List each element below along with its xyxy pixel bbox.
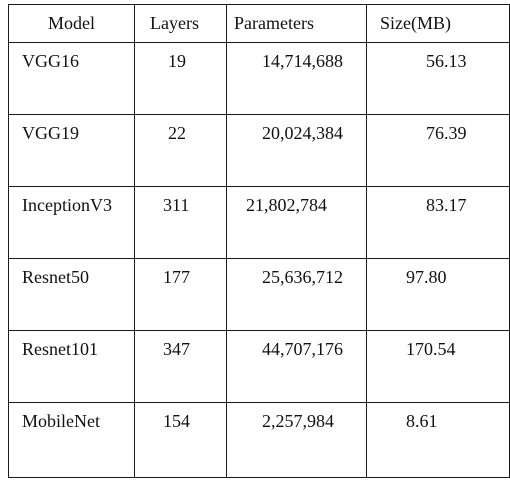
table-row-rule [8,402,510,403]
table-cell-model: VGG16 [22,51,79,71]
table-cell-layers: 177 [163,267,190,287]
table-cell-size-mb: 56.13 [426,51,467,71]
table-header-size-mb: Size(MB) [380,13,451,33]
table-column-rule [226,4,227,478]
table-cell-model: VGG19 [22,123,79,143]
table-cell-model: Resnet50 [22,267,89,287]
table-cell-parameters: 44,707,176 [262,339,343,359]
table-cell-parameters: 2,257,984 [262,411,334,431]
table-cell-size-mb: 83.17 [426,195,467,215]
table-row-rule [8,42,510,43]
table-header-parameters: Parameters [234,13,314,33]
table-cell-parameters: 25,636,712 [262,267,343,287]
table-cell-layers: 22 [168,123,186,143]
table-cell-layers: 311 [163,195,190,215]
model-comparison-table: Model Layers Parameters Size(MB) VGG16 19 14,7… [8,4,510,478]
table-cell-parameters: 14,714,688 [262,51,343,71]
table-row-rule [8,186,510,187]
table-cell-layers: 347 [163,339,190,359]
table-column-rule [366,4,367,478]
table-cell-layers: 154 [163,411,190,431]
table-column-rule [134,4,135,478]
table-cell-layers: 19 [168,51,186,71]
table-cell-size-mb: 97.80 [406,267,447,287]
table-row-rule [8,258,510,259]
table-cell-model: MobileNet [22,411,100,431]
table-cell-size-mb: 8.61 [406,411,438,431]
table-row-rule [8,477,510,478]
table-row-rule [8,4,510,5]
table-header-layers: Layers [150,13,199,33]
table-cell-size-mb: 170.54 [406,339,456,359]
table-row-rule [8,330,510,331]
table-column-rule [8,4,9,478]
table-cell-parameters: 21,802,784 [246,195,327,215]
table-cell-size-mb: 76.39 [426,123,467,143]
table-cell-model: InceptionV3 [22,195,112,215]
table-cell-parameters: 20,024,384 [262,123,343,143]
table-row-rule [8,114,510,115]
table-cell-model: Resnet101 [22,339,98,359]
table-header-model: Model [48,13,95,33]
